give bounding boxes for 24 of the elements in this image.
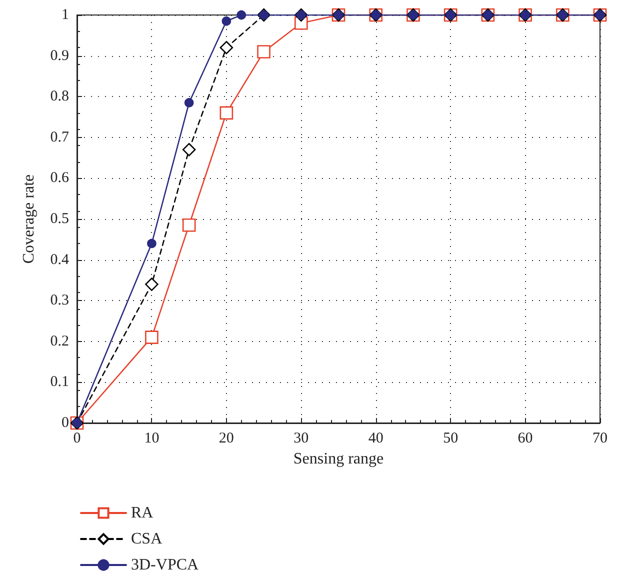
legend-label: 3D-VPCA xyxy=(131,556,200,574)
legend-label: RA xyxy=(131,504,154,522)
y-tick-label: 0.7 xyxy=(50,129,70,146)
x-tick-label: 30 xyxy=(294,430,309,446)
y-tick-label: 0.6 xyxy=(50,170,70,186)
y-tick-label: 0.1 xyxy=(50,374,69,390)
y-tick-label: 0.5 xyxy=(50,211,69,227)
x-tick-label: 50 xyxy=(443,430,458,446)
x-tick-label: 10 xyxy=(144,430,160,446)
legend-label: CSA xyxy=(131,530,163,548)
y-tick-label: 0.4 xyxy=(50,252,70,268)
y-tick-label: 0.9 xyxy=(50,48,69,64)
y-tick-label: 0.3 xyxy=(50,292,69,309)
y-tick-label: 1 xyxy=(62,7,69,23)
y-tick-label: 0.8 xyxy=(50,88,69,105)
x-tick-label: 40 xyxy=(368,430,384,446)
y-axis-title: Coverage rate xyxy=(20,174,38,264)
x-tick-label: 60 xyxy=(518,430,533,446)
x-tick-label: 0 xyxy=(73,430,81,446)
y-tick-label: 0 xyxy=(62,415,69,431)
y-tick-label: 0.2 xyxy=(50,333,69,350)
x-tick-label: 70 xyxy=(592,430,608,446)
x-axis-title: Sensing range xyxy=(293,450,384,468)
x-tick-label: 20 xyxy=(218,430,234,446)
